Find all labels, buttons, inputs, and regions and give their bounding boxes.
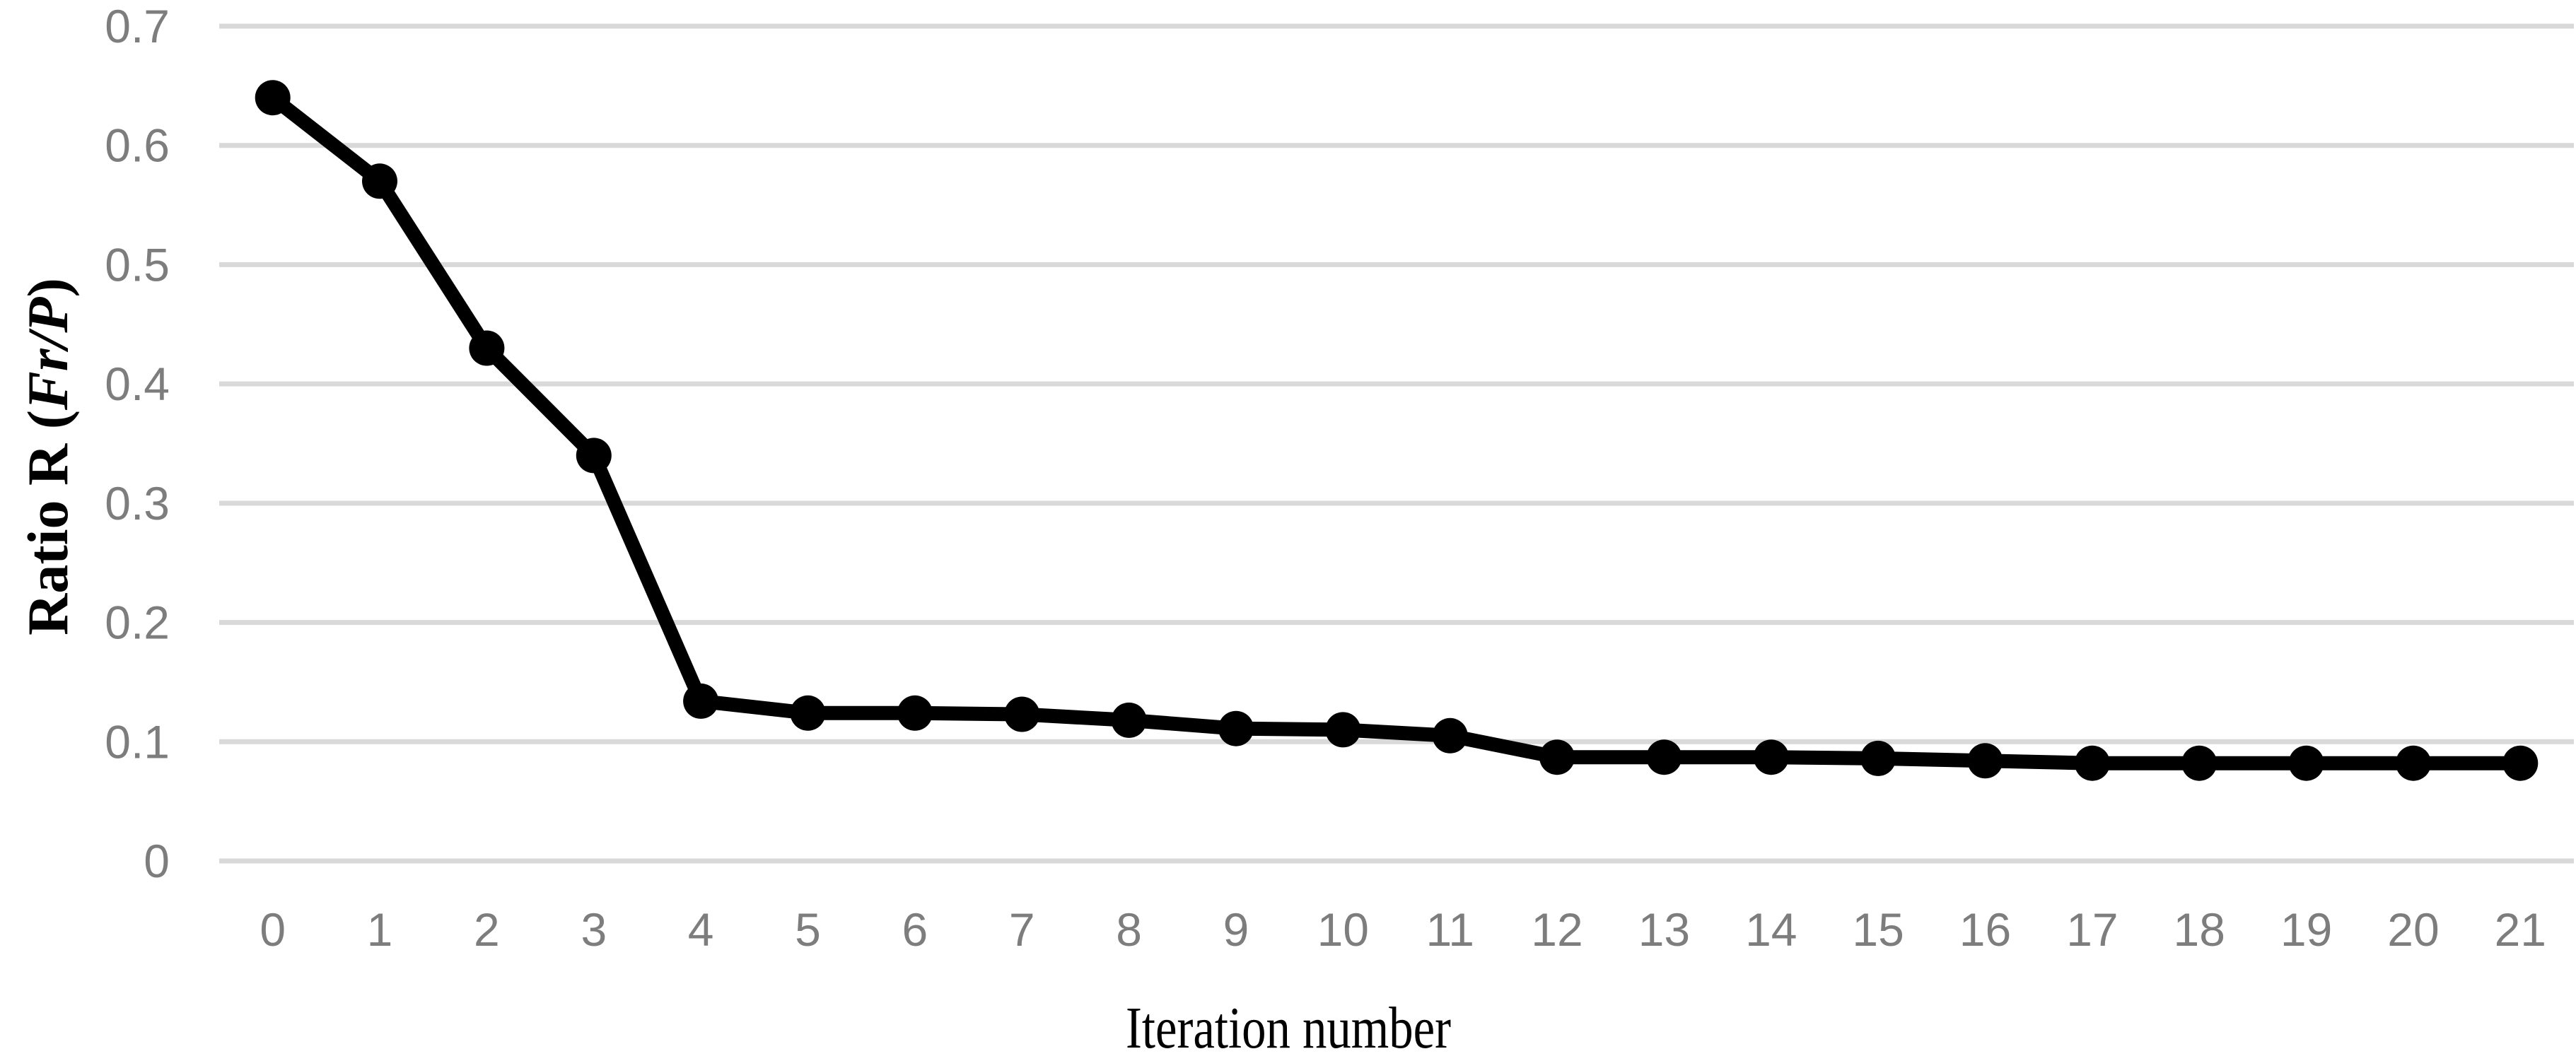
- data-point-21: [2502, 745, 2539, 781]
- data-point-19: [2288, 745, 2324, 781]
- x-tick-label-16: 16: [1959, 903, 2011, 956]
- x-tick-label-9: 9: [1223, 903, 1249, 956]
- data-point-16: [1967, 743, 2003, 779]
- x-tick-label-10: 10: [1317, 903, 1369, 956]
- y-tick-label-0.2: 0.2: [105, 597, 170, 649]
- x-tick-label-7: 7: [1009, 903, 1035, 956]
- x-tick-label-20: 20: [2387, 903, 2439, 956]
- x-tick-label-8: 8: [1116, 903, 1142, 956]
- data-point-8: [1111, 702, 1147, 738]
- data-point-5: [790, 695, 826, 731]
- data-point-1: [362, 163, 397, 199]
- y-axis-title-prefix: Ratio R (: [16, 410, 80, 635]
- x-tick-label-0: 0: [260, 903, 286, 956]
- x-tick-label-15: 15: [1852, 903, 1904, 956]
- data-point-13: [1646, 739, 1682, 775]
- data-point-4: [683, 683, 719, 719]
- data-point-9: [1218, 710, 1254, 746]
- y-tick-label-0: 0: [144, 835, 170, 887]
- x-axis-tick-labels-group: 0 1 2 3 4 5 6 7 8 9 10 11 12 13 14 15 16 17 18 19 20 21: [260, 903, 2546, 956]
- y-tick-label-0.4: 0.4: [105, 358, 170, 410]
- data-point-11: [1432, 717, 1468, 754]
- x-tick-label-5: 5: [795, 903, 821, 956]
- data-point-6: [897, 695, 933, 731]
- x-tick-label-21: 21: [2495, 903, 2546, 956]
- data-point-3: [576, 438, 612, 474]
- x-axis-title: Iteration number: [1126, 995, 1451, 1061]
- x-tick-label-19: 19: [2280, 903, 2332, 956]
- y-axis-title-variable: Fr/P: [16, 297, 80, 411]
- data-series-group: [255, 80, 2539, 781]
- data-point-17: [2074, 745, 2110, 781]
- x-tick-label-11: 11: [1426, 903, 1474, 956]
- y-tick-label-0.1: 0.1: [105, 715, 170, 768]
- data-point-0: [255, 80, 291, 116]
- x-tick-label-13: 13: [1638, 903, 1690, 956]
- x-tick-label-14: 14: [1745, 903, 1797, 956]
- y-axis-title-suffix: ): [16, 278, 80, 297]
- x-tick-label-17: 17: [2066, 903, 2118, 956]
- y-tick-label-0.3: 0.3: [105, 477, 170, 529]
- data-point-18: [2181, 745, 2217, 781]
- x-tick-label-2: 2: [474, 903, 500, 956]
- x-tick-label-6: 6: [902, 903, 928, 956]
- x-tick-label-1: 1: [367, 903, 393, 956]
- y-axis-tick-labels-group: 0 0.1 0.2 0.3 0.4 0.5 0.6 0.7: [105, 0, 170, 887]
- data-point-7: [1004, 696, 1040, 732]
- x-tick-label-12: 12: [1531, 903, 1583, 956]
- data-point-10: [1325, 712, 1361, 748]
- data-point-2: [469, 330, 505, 366]
- series-line-Ratio R (Fr/P): [265, 90, 2528, 770]
- y-tick-label-0.7: 0.7: [105, 0, 170, 52]
- data-point-20: [2396, 745, 2431, 781]
- y-tick-label-0.6: 0.6: [105, 119, 170, 172]
- y-tick-label-0.5: 0.5: [105, 238, 170, 291]
- data-point-15: [1860, 740, 1896, 776]
- x-tick-label-3: 3: [581, 903, 607, 956]
- data-point-14: [1753, 739, 1789, 775]
- y-axis-title: Ratio R (Fr/P): [16, 278, 80, 635]
- x-tick-label-4: 4: [688, 903, 714, 956]
- x-tick-label-18: 18: [2173, 903, 2225, 956]
- data-point-12: [1539, 739, 1575, 775]
